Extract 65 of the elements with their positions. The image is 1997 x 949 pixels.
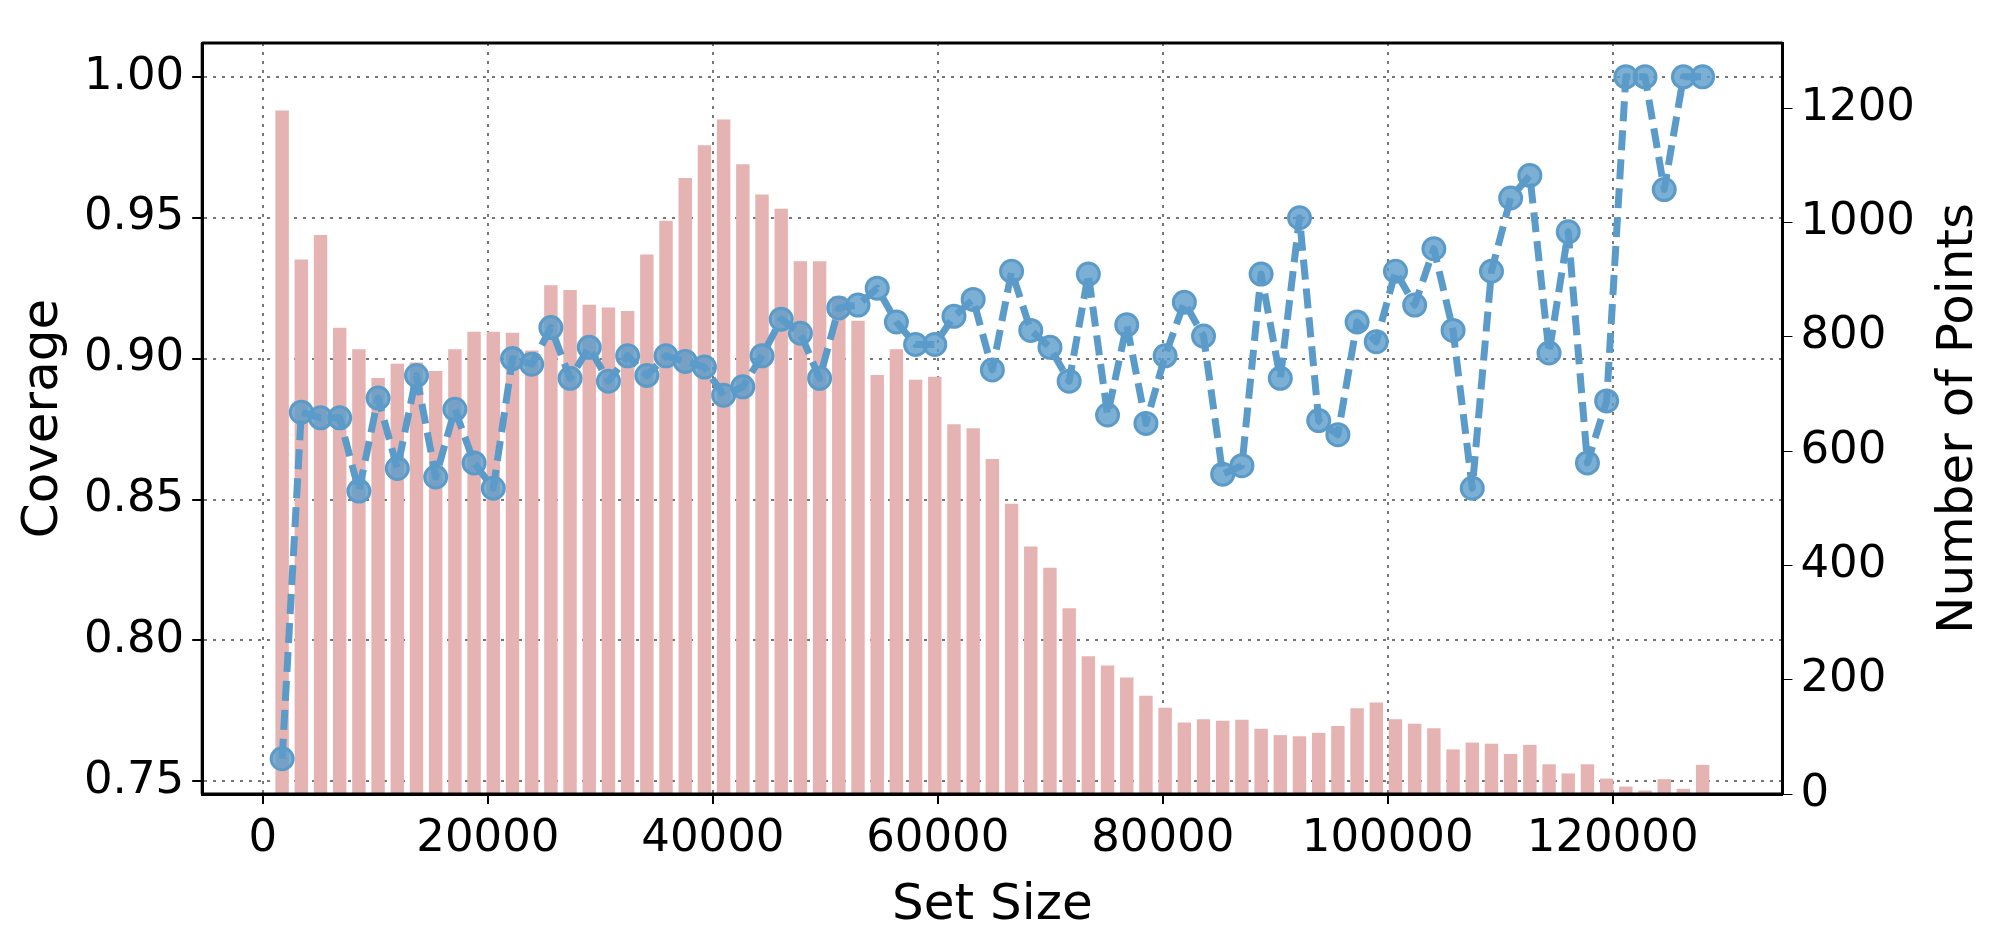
- bar: [985, 459, 1000, 794]
- y-tick-label: 0.90: [83, 328, 185, 382]
- y2-tick-label: 400: [1800, 535, 1887, 589]
- bar: [1139, 695, 1153, 794]
- bar: [1580, 764, 1595, 794]
- bar: [1043, 567, 1057, 794]
- y-tick-label: 0.85: [83, 469, 185, 523]
- bar: [1599, 778, 1614, 794]
- bar: [1695, 764, 1710, 794]
- x-tick-label: 20000: [416, 808, 560, 862]
- bar: [1523, 744, 1537, 794]
- x-tick-label: 40000: [641, 808, 785, 862]
- bar: [1350, 708, 1364, 794]
- bar: [1542, 764, 1556, 794]
- y-axis-title: Coverage: [10, 298, 69, 539]
- bar: [1004, 503, 1019, 794]
- bar: [1158, 707, 1172, 794]
- y-tick-label: 1.00: [83, 46, 185, 100]
- bar: [1369, 702, 1384, 794]
- x-tick-label: 100000: [1301, 808, 1474, 862]
- bar: [889, 349, 904, 794]
- bar: [966, 428, 980, 794]
- y2-tick-label: 1000: [1800, 192, 1916, 246]
- bar: [1311, 732, 1326, 794]
- bar: [1177, 722, 1192, 794]
- y2-tick-label: 800: [1800, 306, 1887, 360]
- y2-tick-label: 200: [1800, 649, 1887, 703]
- y2-tick-label: 0: [1800, 763, 1830, 817]
- y2-axis-title: Number of Points: [1925, 202, 1984, 635]
- bar: [1446, 749, 1460, 794]
- bar: [1484, 743, 1499, 794]
- bar: [1331, 725, 1345, 794]
- bar: [1062, 608, 1076, 794]
- y-tick-label: 0.75: [83, 751, 185, 805]
- y-tick-label: 0.80: [83, 610, 185, 664]
- bar: [1503, 753, 1518, 794]
- bar: [1100, 665, 1115, 794]
- bar: [1235, 719, 1249, 794]
- bar: [1254, 728, 1268, 794]
- bar: [1388, 719, 1403, 794]
- bar: [1407, 723, 1422, 794]
- x-axis-title: Set Size: [892, 872, 1093, 931]
- bar: [1427, 728, 1441, 794]
- bar: [1292, 736, 1307, 794]
- bar: [1273, 735, 1288, 794]
- x-tick-label: 60000: [866, 808, 1010, 862]
- bar: [1465, 742, 1479, 794]
- bar: [1561, 773, 1575, 794]
- bar: [870, 375, 884, 794]
- bar: [1024, 546, 1038, 794]
- bar: [1081, 656, 1096, 794]
- bar: [908, 379, 923, 794]
- bar: [1619, 786, 1633, 794]
- bar: [1657, 779, 1671, 794]
- x-tick-label: 120000: [1526, 808, 1699, 862]
- bar: [928, 376, 942, 794]
- x-tick-label: 0: [248, 808, 278, 862]
- y2-tick-label: 1200: [1800, 77, 1916, 131]
- bar: [1120, 677, 1134, 794]
- y2-tick-label: 600: [1800, 420, 1887, 474]
- bar: [947, 424, 961, 794]
- bar: [1216, 720, 1230, 794]
- y-tick-label: 0.95: [83, 187, 185, 241]
- bar: [1196, 719, 1211, 794]
- x-tick-label: 80000: [1091, 808, 1235, 862]
